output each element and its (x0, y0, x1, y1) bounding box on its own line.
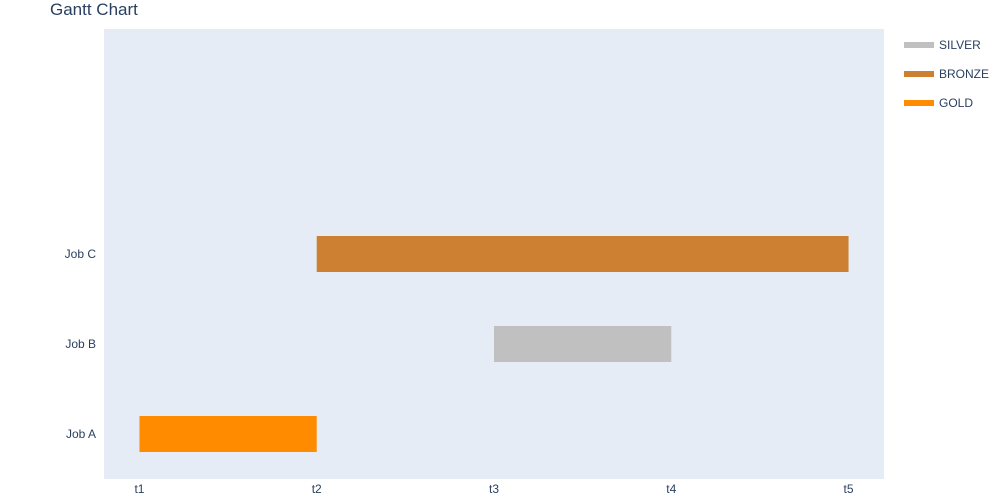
x-tick-t5: t5 (844, 482, 854, 496)
legend-label-gold: GOLD (939, 96, 973, 110)
legend: SILVER BRONZE GOLD (904, 38, 989, 110)
bar-job-b[interactable] (494, 326, 672, 362)
y-tick-job-b: Job B (65, 337, 96, 351)
legend-item-bronze[interactable]: BRONZE (904, 67, 989, 81)
y-tick-job-a: Job A (66, 427, 96, 441)
x-tick-t2: t2 (312, 482, 322, 496)
task-bars (139, 236, 849, 452)
legend-item-gold[interactable]: GOLD (904, 96, 973, 110)
bar-job-a[interactable] (139, 416, 317, 452)
legend-label-silver: SILVER (939, 38, 981, 52)
bar-job-c[interactable] (316, 236, 849, 272)
y-tick-job-c: Job C (65, 247, 97, 261)
legend-item-silver[interactable]: SILVER (904, 38, 981, 52)
legend-label-bronze: BRONZE (939, 67, 989, 81)
x-axis-ticks: t1 t2 t3 t4 t5 (134, 482, 853, 496)
x-tick-t1: t1 (134, 482, 144, 496)
chart-title: Gantt Chart (50, 0, 138, 19)
y-axis-ticks: Job A Job B Job C (65, 247, 97, 441)
x-tick-t3: t3 (489, 482, 499, 496)
x-tick-t4: t4 (666, 482, 676, 496)
